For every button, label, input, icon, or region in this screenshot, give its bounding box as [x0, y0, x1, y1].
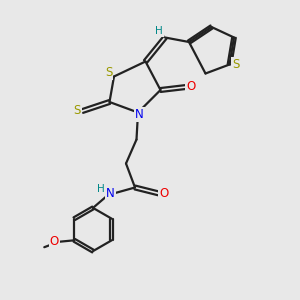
Text: N: N [135, 108, 144, 122]
Text: O: O [50, 235, 59, 248]
Text: H: H [155, 26, 163, 36]
Text: H: H [97, 184, 104, 194]
Text: O: O [186, 80, 195, 94]
Text: S: S [74, 104, 81, 118]
Text: S: S [232, 58, 239, 71]
Text: N: N [106, 187, 115, 200]
Text: O: O [159, 187, 168, 200]
Text: S: S [105, 66, 112, 80]
